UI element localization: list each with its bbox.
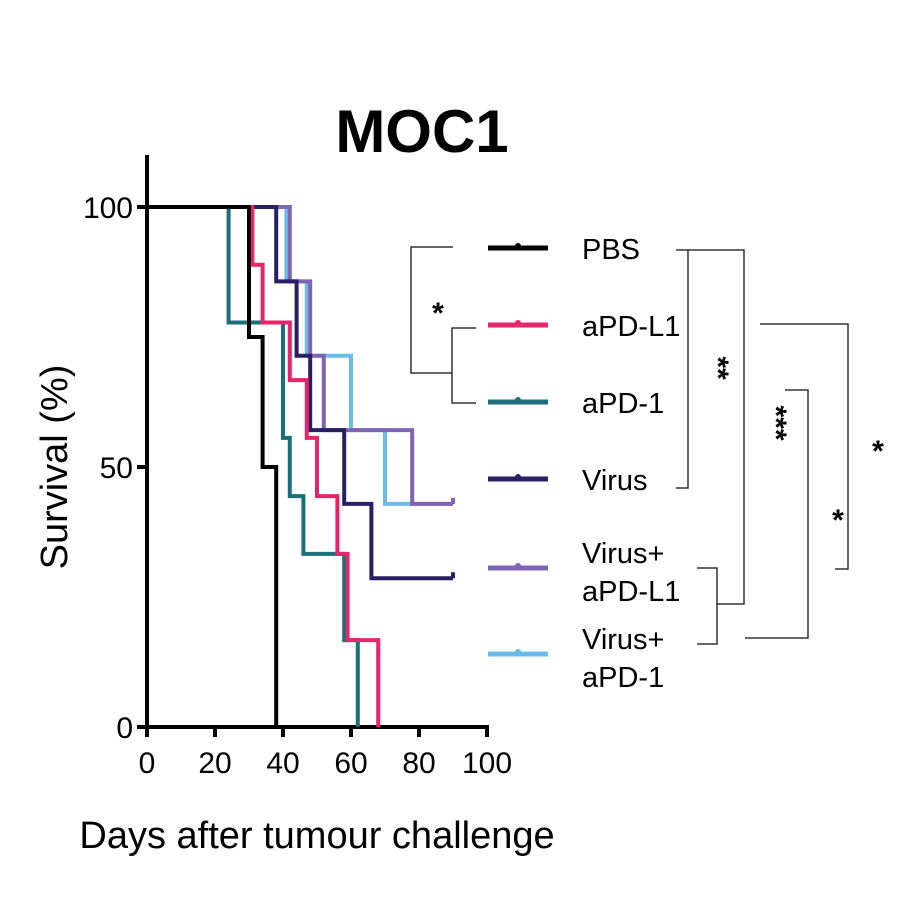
significance-label: * <box>832 504 844 537</box>
significance-label: * <box>432 297 444 330</box>
axes: 0 20 40 60 80 100 0 50 100 <box>83 155 512 780</box>
legend-label: PBS <box>582 234 640 266</box>
y-tick-label: 0 <box>116 712 133 745</box>
x-tick-label: 20 <box>198 747 231 780</box>
legend-label: Virus+ <box>582 624 664 656</box>
x-tick-label: 80 <box>402 747 435 780</box>
significance-label: *** <box>759 405 792 440</box>
x-tick-label: 0 <box>139 747 156 780</box>
survival-curves <box>147 205 455 727</box>
legend-label: Virus+ <box>582 538 664 570</box>
significance-brackets <box>410 246 849 645</box>
significance-label: * <box>872 435 884 468</box>
significance-labels: ******** <box>432 297 884 537</box>
legend-label: aPD-L1 <box>582 311 680 343</box>
curve-virus-apd-l1 <box>147 205 453 506</box>
y-tick-label: 100 <box>83 192 133 225</box>
legend-marker <box>515 649 521 655</box>
x-axis-label: Days after tumour challenge <box>79 815 554 857</box>
legend-marker <box>515 397 521 403</box>
legend-marker <box>515 243 521 249</box>
bracket-combos <box>697 567 718 645</box>
legend-label: aPD-L1 <box>582 576 680 608</box>
bracket-pbs-virus <box>676 249 689 489</box>
curve-apd-l1 <box>147 205 381 727</box>
legend: PBS aPD-L1 aPD-1 Virus Virus+ aPD-L1 Virus+ aPD… <box>488 234 680 694</box>
x-tick-label: 40 <box>266 747 299 780</box>
curve-pbs <box>147 205 279 727</box>
significance-label: ** <box>701 356 734 380</box>
bracket-double-star <box>688 249 745 605</box>
legend-marker <box>515 474 521 480</box>
legend-marker <box>515 563 521 569</box>
x-tick-label: 100 <box>462 747 512 780</box>
bracket-apdl1-vs-combo <box>760 323 849 570</box>
chart-title: MOC1 <box>335 98 508 165</box>
x-tick-label: 60 <box>334 747 367 780</box>
curve-virus-apd-1 <box>147 205 453 506</box>
y-tick-label: 50 <box>100 452 133 485</box>
legend-label: aPD-1 <box>582 662 664 694</box>
bracket-pbs-vs-apd <box>410 246 476 404</box>
bracket-triple-star <box>745 389 809 639</box>
curve-apd-1 <box>147 205 360 727</box>
legend-label: Virus <box>582 465 648 497</box>
legend-label: aPD-1 <box>582 388 664 420</box>
curve-virus <box>147 205 453 581</box>
y-axis-label: Survival (%) <box>34 365 76 570</box>
legend-marker <box>515 320 521 326</box>
